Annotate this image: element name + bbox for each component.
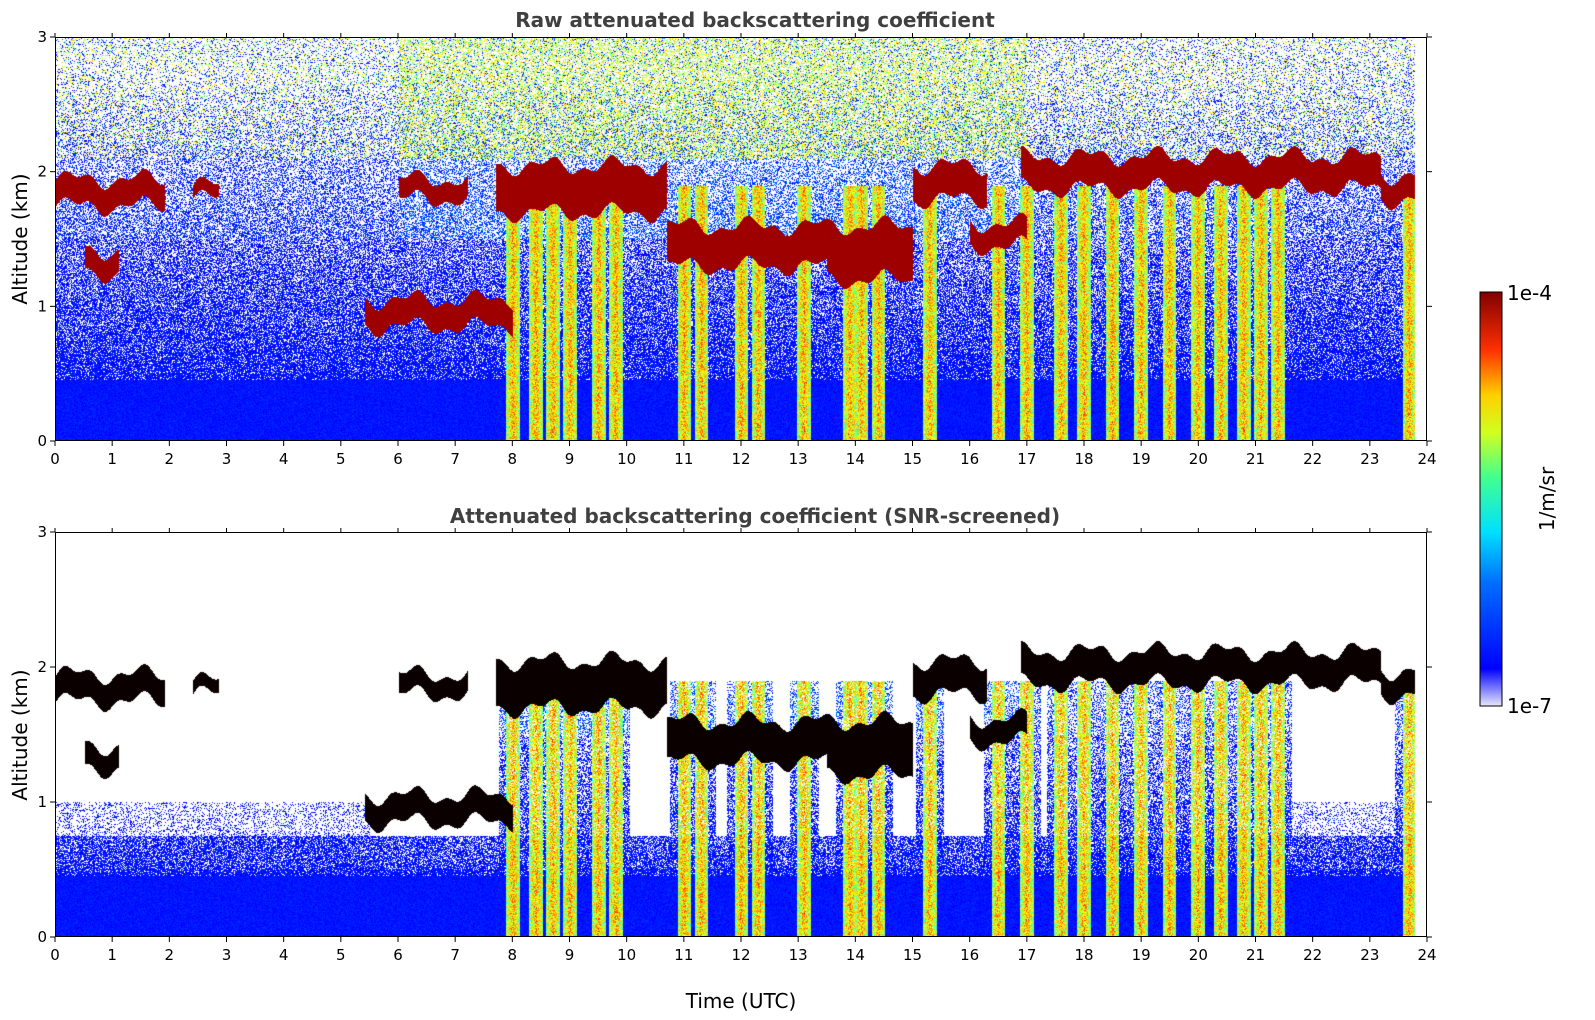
top-x-tick-label: 19	[1132, 450, 1151, 468]
top-x-tick-label: 3	[222, 450, 232, 468]
bottom-x-tick-label: 10	[617, 946, 636, 964]
bottom-x-tick-label: 13	[789, 946, 808, 964]
top-x-tick-label: 0	[50, 450, 60, 468]
bottom-x-tick-label: 6	[393, 946, 403, 964]
top-y-tick-label: 2	[37, 163, 47, 181]
bottom-x-tick-label: 23	[1360, 946, 1379, 964]
bottom-x-tick-label: 16	[960, 946, 979, 964]
bottom-x-tick-label: 5	[336, 946, 346, 964]
bottom-heatmap-plot	[55, 532, 1427, 937]
top-x-tick-label: 8	[508, 450, 518, 468]
top-x-tick-label: 11	[674, 450, 693, 468]
top-heatmap-plot	[55, 37, 1427, 441]
top-x-tick-label: 24	[1417, 450, 1436, 468]
top-x-tick-label: 7	[450, 450, 460, 468]
colorbar-unit-label: 1/m/sr	[1535, 466, 1559, 531]
bottom-x-tick-label: 7	[450, 946, 460, 964]
bottom-y-tick-label: 1	[37, 793, 47, 811]
bottom-x-tick-label: 18	[1074, 946, 1093, 964]
top-y-axis-label: Altitude (km)	[8, 173, 32, 304]
bottom-y-tick-label: 2	[37, 658, 47, 676]
bottom-x-tick-label: 24	[1417, 946, 1436, 964]
top-panel-title: Raw attenuated backscattering coefficien…	[515, 8, 995, 32]
top-x-tick-label: 2	[165, 450, 175, 468]
top-x-tick-label: 22	[1303, 450, 1322, 468]
top-y-tick-label: 0	[37, 432, 47, 450]
top-x-tick-label: 15	[903, 450, 922, 468]
bottom-y-tick-label: 0	[37, 928, 47, 946]
top-x-tick-label: 12	[731, 450, 750, 468]
top-x-tick-label: 23	[1360, 450, 1379, 468]
bottom-x-tick-label: 14	[846, 946, 865, 964]
bottom-x-tick-label: 2	[165, 946, 175, 964]
top-x-tick-label: 4	[279, 450, 289, 468]
bottom-x-tick-label: 9	[565, 946, 575, 964]
bottom-x-tick-label: 8	[508, 946, 518, 964]
bottom-x-axis-label: Time (UTC)	[685, 989, 797, 1013]
top-x-tick-label: 21	[1246, 450, 1265, 468]
top-y-tick-label: 3	[37, 28, 47, 46]
top-x-tick-label: 9	[565, 450, 575, 468]
bottom-y-axis-label: Altitude (km)	[8, 669, 32, 800]
top-x-tick-label: 18	[1074, 450, 1093, 468]
bottom-panel-title: Attenuated backscattering coefficient (S…	[449, 504, 1061, 528]
top-x-tick-label: 6	[393, 450, 403, 468]
bottom-x-tick-label: 0	[50, 946, 60, 964]
bottom-x-tick-label: 17	[1017, 946, 1036, 964]
top-x-tick-label: 16	[960, 450, 979, 468]
bottom-y-tick-label: 3	[37, 523, 47, 541]
colorbar-min-label: 1e-7	[1507, 694, 1552, 718]
bottom-x-tick-label: 12	[731, 946, 750, 964]
bottom-x-tick-label: 21	[1246, 946, 1265, 964]
top-x-tick-label: 1	[107, 450, 117, 468]
bottom-x-tick-label: 1	[107, 946, 117, 964]
bottom-x-tick-label: 20	[1189, 946, 1208, 964]
colorbar	[1479, 291, 1503, 707]
bottom-x-tick-label: 22	[1303, 946, 1322, 964]
top-x-tick-label: 14	[846, 450, 865, 468]
top-x-tick-label: 5	[336, 450, 346, 468]
top-x-tick-label: 17	[1017, 450, 1036, 468]
bottom-x-tick-label: 19	[1132, 946, 1151, 964]
top-x-tick-label: 13	[789, 450, 808, 468]
bottom-heatmap-canvas	[56, 533, 1426, 936]
bottom-x-tick-label: 11	[674, 946, 693, 964]
top-heatmap-canvas	[56, 38, 1426, 440]
top-y-tick-label: 1	[37, 297, 47, 315]
bottom-x-tick-label: 3	[222, 946, 232, 964]
colorbar-max-label: 1e-4	[1507, 281, 1552, 305]
bottom-x-tick-label: 4	[279, 946, 289, 964]
top-x-tick-label: 10	[617, 450, 636, 468]
bottom-x-tick-label: 15	[903, 946, 922, 964]
top-x-tick-label: 20	[1189, 450, 1208, 468]
